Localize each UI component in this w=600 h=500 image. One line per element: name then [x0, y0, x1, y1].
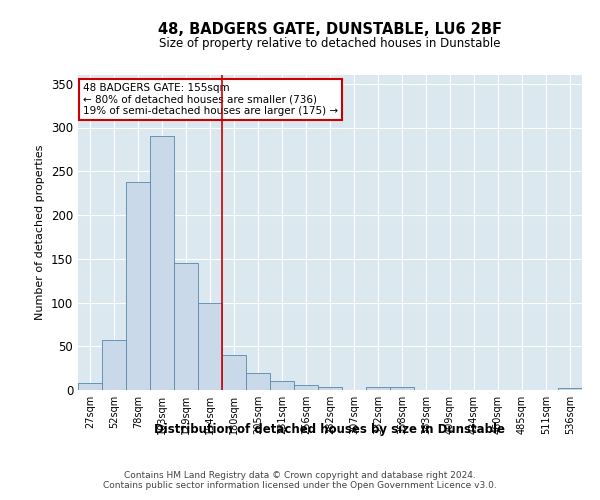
Bar [198, 302, 222, 390]
Text: Distribution of detached houses by size in Dunstable: Distribution of detached houses by size … [155, 422, 505, 436]
Bar [174, 263, 198, 390]
Bar [318, 388, 342, 390]
Bar [78, 383, 102, 390]
Y-axis label: Number of detached properties: Number of detached properties [35, 145, 46, 320]
Bar [294, 385, 318, 390]
Bar [126, 182, 150, 390]
Bar [366, 386, 390, 390]
Text: 48, BADGERS GATE, DUNSTABLE, LU6 2BF: 48, BADGERS GATE, DUNSTABLE, LU6 2BF [158, 22, 502, 38]
Text: Contains HM Land Registry data © Crown copyright and database right 2024.
Contai: Contains HM Land Registry data © Crown c… [103, 470, 497, 490]
Bar [558, 388, 582, 390]
Text: 48 BADGERS GATE: 155sqm
← 80% of detached houses are smaller (736)
19% of semi-d: 48 BADGERS GATE: 155sqm ← 80% of detache… [83, 83, 338, 116]
Bar [270, 381, 294, 390]
Bar [390, 388, 414, 390]
Bar [246, 372, 270, 390]
Text: Size of property relative to detached houses in Dunstable: Size of property relative to detached ho… [159, 38, 501, 51]
Bar [150, 136, 174, 390]
Bar [222, 355, 246, 390]
Bar [102, 340, 126, 390]
